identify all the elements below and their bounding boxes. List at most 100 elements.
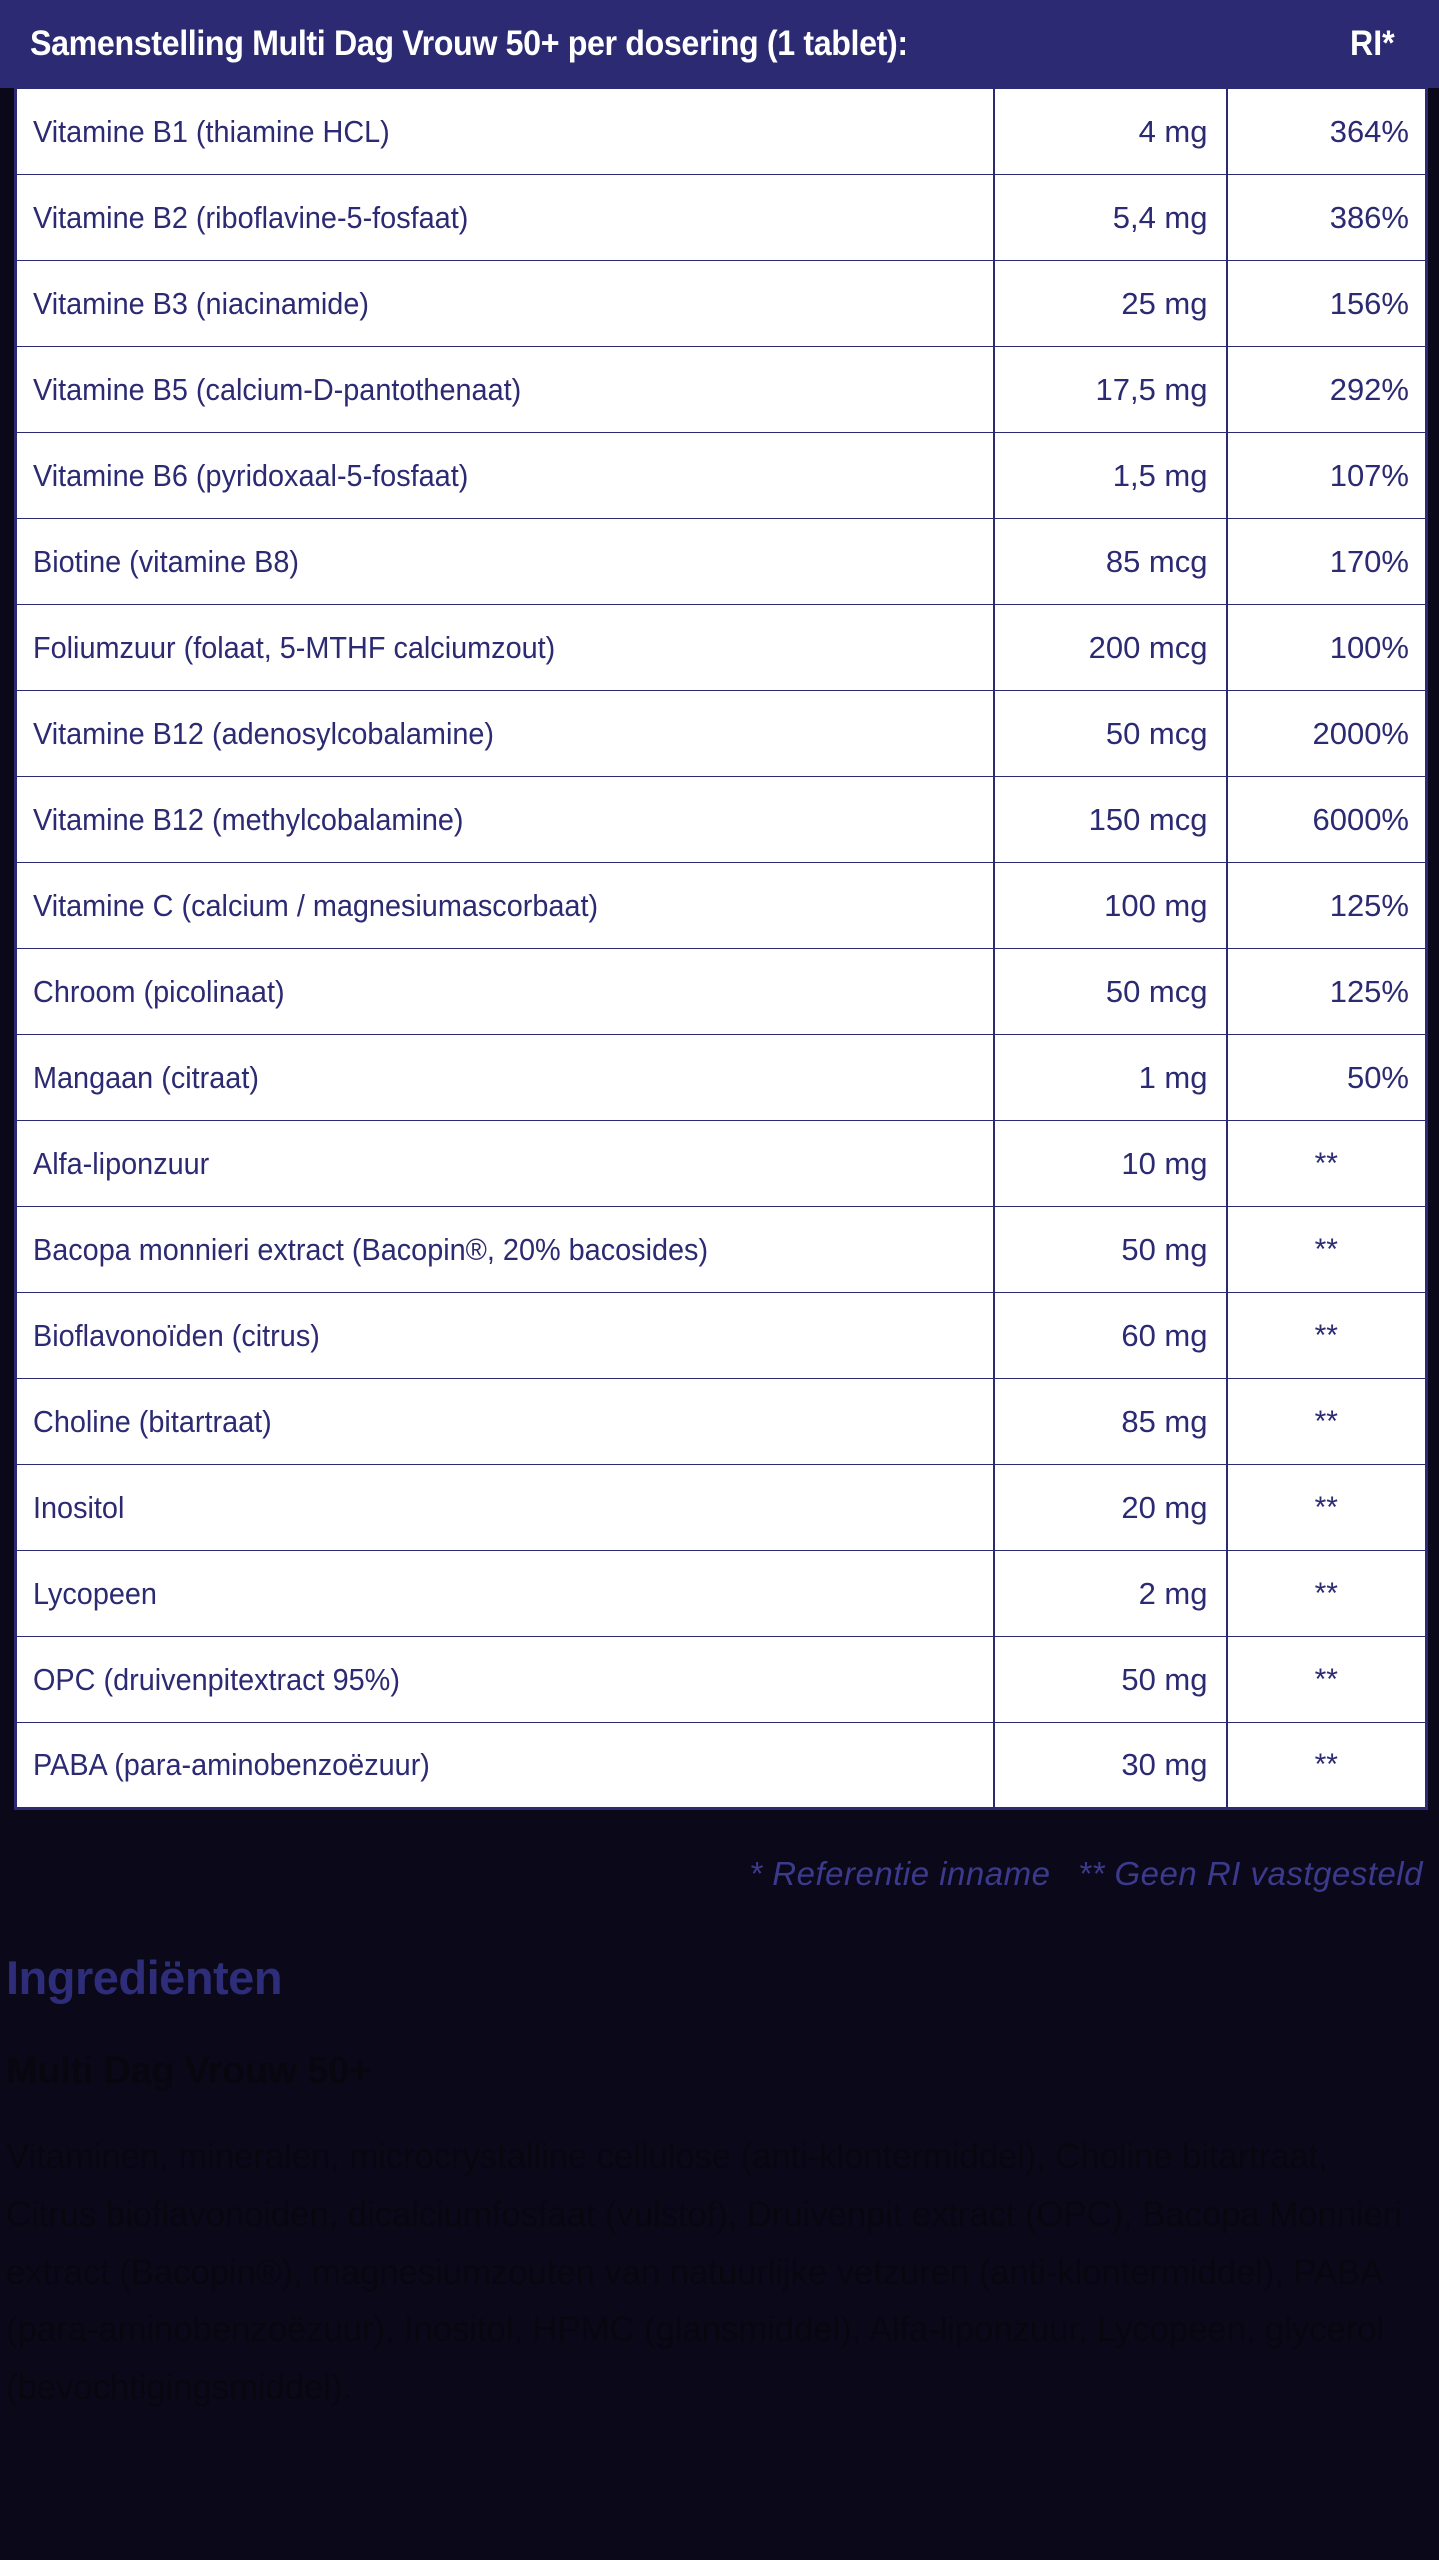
ingredient-ri-cell: ** <box>1226 1550 1427 1637</box>
ingredient-ri-cell: 107% <box>1226 432 1427 519</box>
ingredient-name-text: Vitamine B1 (thiamine HCL) <box>33 113 390 149</box>
ingredient-ri-cell: 2000% <box>1226 690 1427 777</box>
ingredient-name-text: PABA (para-aminobenzoëzuur) <box>33 1747 430 1782</box>
composition-table-body: Vitamine B1 (thiamine HCL) 4 mg 364% Vitami… <box>15 88 1427 1809</box>
ingredient-ri-cell: ** <box>1226 1722 1427 1809</box>
ingredients-heading: Ingrediënten <box>6 1951 283 2004</box>
footnote-no-ri: ** Geen RI vastgesteld <box>1078 1855 1423 1892</box>
ingredient-ri-cell: 125% <box>1226 862 1427 949</box>
ingredient-name-cell: PABA (para-aminobenzoëzuur) <box>15 1722 995 1809</box>
ingredient-name-text: Bacopa monnieri extract (Bacopin®, 20% b… <box>33 1231 709 1267</box>
ingredient-ri-cell: ** <box>1226 1464 1427 1551</box>
ingredient-ri-cell: 292% <box>1226 346 1427 433</box>
ingredient-name-cell: Bacopa monnieri extract (Bacopin®, 20% b… <box>15 1206 995 1293</box>
ingredient-ri-cell: 100% <box>1226 604 1427 691</box>
ingredient-amount-cell: 30 mg <box>993 1722 1228 1809</box>
ingredient-name-text: Vitamine B12 (adenosylcobalamine) <box>33 715 495 751</box>
ingredient-name-text: Vitamine B2 (riboflavine-5-fosfaat) <box>33 199 469 235</box>
ingredient-ri-cell: 364% <box>1226 88 1427 175</box>
ingredient-amount-cell: 100 mg <box>993 862 1228 949</box>
table-row: Biotine (vitamine B8) 85 mcg 170% <box>15 518 1427 605</box>
ingredient-name-cell: Biotine (vitamine B8) <box>15 518 995 605</box>
ingredient-amount-cell: 200 mcg <box>993 604 1228 691</box>
ingredient-name-cell: Vitamine B3 (niacinamide) <box>15 260 995 347</box>
ingredient-ri-cell: ** <box>1226 1378 1427 1465</box>
table-row: Vitamine B2 (riboflavine-5-fosfaat) 5,4 m… <box>15 174 1427 261</box>
table-row: Foliumzuur (folaat, 5-MTHF calciumzout) 2… <box>15 604 1427 691</box>
ingredient-name-text: Vitamine B3 (niacinamide) <box>33 285 369 321</box>
ingredient-name-cell: Vitamine C (calcium / magnesiumascorbaat… <box>15 862 995 949</box>
table-row: Vitamine B12 (methylcobalamine) 150 mcg 60… <box>15 776 1427 863</box>
table-row: Lycopeen 2 mg ** <box>15 1550 1427 1637</box>
ingredients-product-name: Multi Dag Vrouw 50+ <box>6 2050 371 2092</box>
ingredient-name-text: Foliumzuur (folaat, 5-MTHF calciumzout) <box>33 629 556 665</box>
table-row: Vitamine C (calcium / magnesiumascorbaat… <box>15 862 1427 949</box>
ingredient-name-cell: Lycopeen <box>15 1550 995 1637</box>
ingredient-amount-cell: 17,5 mg <box>993 346 1228 433</box>
ingredient-name-text: Choline (bitartraat) <box>33 1403 272 1439</box>
table-row: Mangaan (citraat) 1 mg 50% <box>15 1034 1427 1121</box>
table-row: OPC (druivenpitextract 95%) 50 mg ** <box>15 1636 1427 1723</box>
table-row: Vitamine B6 (pyridoxaal-5-fosfaat) 1,5 mg… <box>15 432 1427 519</box>
ingredient-name-cell: Vitamine B6 (pyridoxaal-5-fosfaat) <box>15 432 995 519</box>
ingredient-name-text: Biotine (vitamine B8) <box>33 543 299 579</box>
ingredient-name-text: Bioflavonoïden (citrus) <box>33 1317 320 1353</box>
composition-table-wrapper: Samenstelling Multi Dag Vrouw 50+ per do… <box>0 0 1439 1810</box>
ingredient-amount-cell: 50 mg <box>993 1636 1228 1723</box>
ingredient-name-text: Lycopeen <box>33 1575 157 1611</box>
ingredient-name-cell: Mangaan (citraat) <box>15 1034 995 1121</box>
table-row: Alfa-liponzuur 10 mg ** <box>15 1120 1427 1207</box>
ingredient-amount-cell: 50 mcg <box>993 948 1228 1035</box>
ingredient-ri-cell: 6000% <box>1226 776 1427 863</box>
ingredient-amount-cell: 50 mcg <box>993 690 1228 777</box>
table-row: Inositol 20 mg ** <box>15 1464 1427 1551</box>
ingredient-name-cell: Vitamine B12 (methylcobalamine) <box>15 776 995 863</box>
footnote-reference-intake: * Referentie inname <box>749 1855 1051 1892</box>
ingredient-amount-cell: 1,5 mg <box>993 432 1228 519</box>
ingredient-amount-cell: 10 mg <box>993 1120 1228 1207</box>
ingredient-ri-cell: 50% <box>1226 1034 1427 1121</box>
ingredient-name-cell: Vitamine B1 (thiamine HCL) <box>15 88 995 175</box>
ingredient-name-cell: Choline (bitartraat) <box>15 1378 995 1465</box>
table-row: Bacopa monnieri extract (Bacopin®, 20% b… <box>15 1206 1427 1293</box>
ingredient-amount-cell: 85 mg <box>993 1378 1228 1465</box>
ingredient-name-cell: Alfa-liponzuur <box>15 1120 995 1207</box>
table-row: Bioflavonoïden (citrus) 60 mg ** <box>15 1292 1427 1379</box>
ingredient-amount-cell: 25 mg <box>993 260 1228 347</box>
ingredient-name-text: Chroom (picolinaat) <box>33 973 285 1009</box>
table-row: Vitamine B5 (calcium-D-pantothenaat) 17,5… <box>15 346 1427 433</box>
ingredient-amount-cell: 85 mcg <box>993 518 1228 605</box>
table-row: Chroom (picolinaat) 50 mcg 125% <box>15 948 1427 1035</box>
table-row: Choline (bitartraat) 85 mg ** <box>15 1378 1427 1465</box>
ingredient-name-cell: OPC (druivenpitextract 95%) <box>15 1636 995 1723</box>
ingredient-ri-cell: 125% <box>1226 948 1427 1035</box>
ingredient-amount-cell: 5,4 mg <box>993 174 1228 261</box>
ingredient-ri-cell: 386% <box>1226 174 1427 261</box>
ingredient-ri-cell: 156% <box>1226 260 1427 347</box>
ingredient-name-cell: Vitamine B12 (adenosylcobalamine) <box>15 690 995 777</box>
table-row: Vitamine B3 (niacinamide) 25 mg 156% <box>15 260 1427 347</box>
footnote: * Referentie inname ** Geen RI vastgeste… <box>0 1855 1423 1893</box>
ingredient-amount-cell: 4 mg <box>993 88 1228 175</box>
composition-title: Samenstelling Multi Dag Vrouw 50+ per do… <box>30 24 908 63</box>
ingredient-name-text: Mangaan (citraat) <box>33 1059 259 1095</box>
ingredient-name-cell: Inositol <box>15 1464 995 1551</box>
ingredient-ri-cell: ** <box>1226 1120 1427 1207</box>
ingredient-name-text: OPC (druivenpitextract 95%) <box>33 1661 400 1697</box>
ingredient-amount-cell: 60 mg <box>993 1292 1228 1379</box>
ingredient-name-cell: Bioflavonoïden (citrus) <box>15 1292 995 1379</box>
ingredient-name-text: Vitamine C (calcium / magnesiumascorbaat… <box>33 887 599 923</box>
ingredient-name-cell: Foliumzuur (folaat, 5-MTHF calciumzout) <box>15 604 995 691</box>
ingredient-amount-cell: 150 mcg <box>993 776 1228 863</box>
ingredient-name-text: Vitamine B6 (pyridoxaal-5-fosfaat) <box>33 457 469 493</box>
ingredient-name-cell: Vitamine B5 (calcium-D-pantothenaat) <box>15 346 995 433</box>
ingredient-amount-cell: 50 mg <box>993 1206 1228 1293</box>
ingredient-name-text: Vitamine B5 (calcium-D-pantothenaat) <box>33 371 522 407</box>
table-row: PABA (para-aminobenzoëzuur) 30 mg ** <box>15 1722 1427 1809</box>
ingredient-ri-cell: ** <box>1226 1636 1427 1723</box>
ingredient-amount-cell: 2 mg <box>993 1550 1228 1637</box>
ingredient-name-text: Vitamine B12 (methylcobalamine) <box>33 801 464 837</box>
ingredient-amount-cell: 20 mg <box>993 1464 1228 1551</box>
ri-column-header: RI* <box>1350 24 1396 63</box>
